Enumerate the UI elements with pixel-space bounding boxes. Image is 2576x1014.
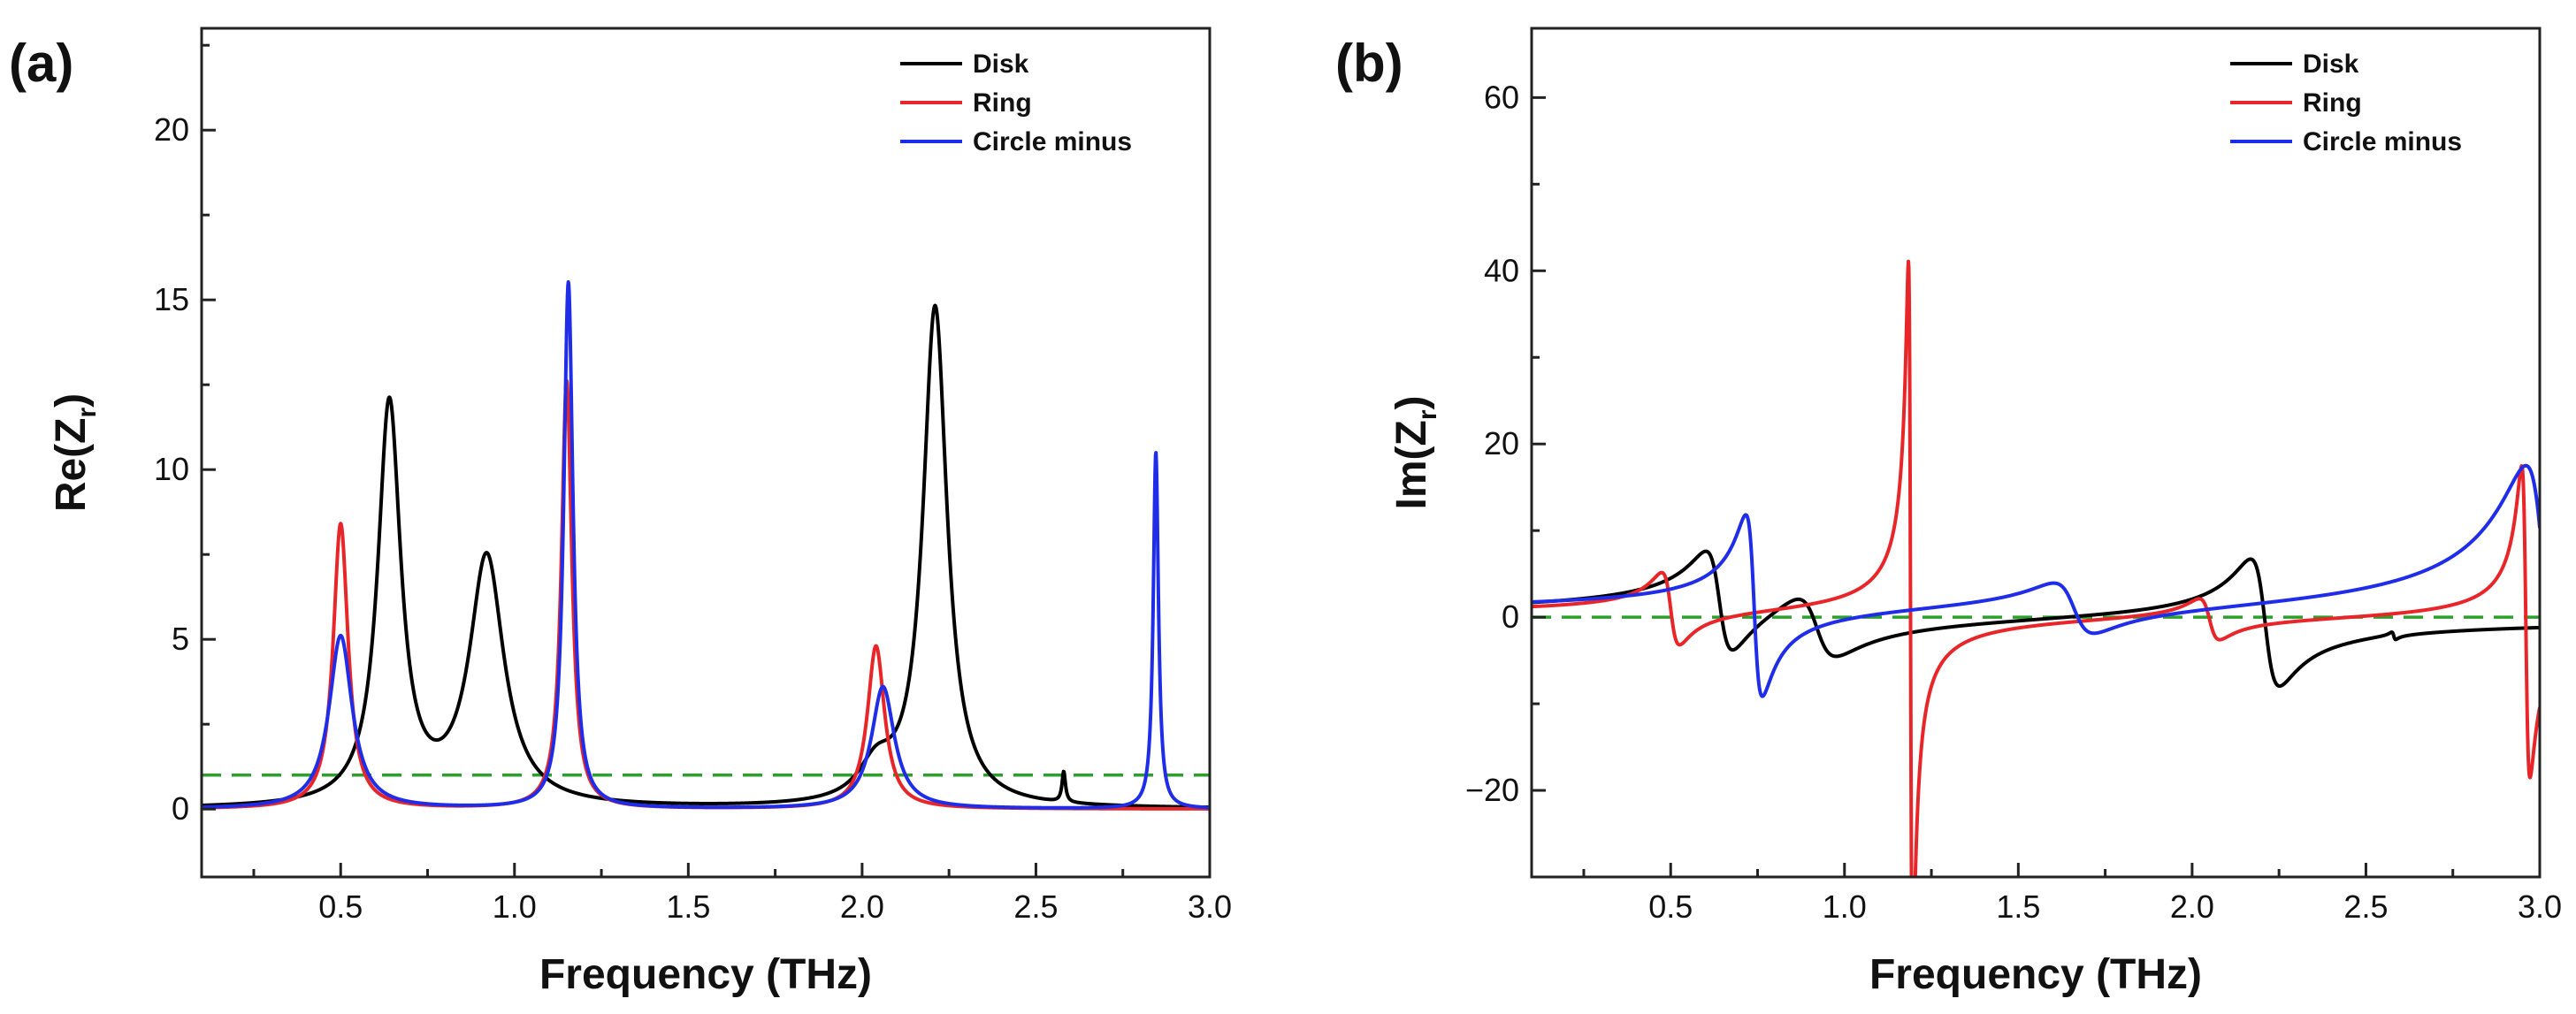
panel-b-legend-label: Circle minus: [2303, 127, 2462, 156]
panel-a-series-disk: [202, 303, 1210, 810]
panel-b-label: (b): [1335, 34, 1403, 93]
panel-a-ytick-label: 15: [154, 281, 189, 317]
panel-a-xtick-label: 1.0: [493, 888, 537, 925]
panel-b-ytick-label: 20: [1484, 425, 1519, 461]
panel-a-xtick-label: 0.5: [318, 888, 363, 925]
panel-b-xtick-label: 1.0: [1823, 888, 1867, 925]
panel-b-ytick-label: 0: [1502, 598, 1519, 635]
panel-b-ytick-label: −20: [1465, 772, 1519, 808]
panel-a-legend-label: Circle minus: [973, 127, 1132, 156]
panel-b-xtick-label: 3.0: [2518, 888, 2562, 925]
panel-a-ytick-label: 0: [172, 790, 189, 827]
panel-b-ytick-label: 60: [1484, 79, 1519, 115]
panel-a-label: (a): [9, 34, 73, 93]
panel-b: (b) 0.5 1.0 1.5 2.0 2.5 3.0 −20 0 20 40 60 Freque…: [1335, 27, 2562, 998]
panel-b-series-disk: [1532, 549, 2540, 689]
panel-b-legend: Disk Ring Circle minus: [2230, 50, 2462, 156]
panel-a-ytick-label: 20: [154, 111, 189, 148]
panel-a-ytick-label: 5: [172, 621, 189, 657]
panel-a-legend-label: Ring: [973, 88, 1032, 118]
panel-a-ytick-label: 10: [154, 451, 189, 487]
panel-b-ylabel: Im(Zr): [1388, 396, 1442, 510]
panel-a-xtick-label: 2.0: [840, 888, 884, 925]
panel-b-ylabel-sub: r: [1413, 409, 1442, 420]
panel-b-xtick-label: 1.5: [1996, 888, 2040, 925]
panel-b-xtick-label: 2.0: [2170, 888, 2214, 925]
panel-a-ylabel-sub: r: [73, 408, 102, 418]
panel-a-legend: Disk Ring Circle minus: [900, 50, 1132, 156]
panel-a-legend-label: Disk: [973, 50, 1029, 79]
panel-a-frame: [200, 27, 1212, 879]
panel-a-xtick-label: 3.0: [1188, 888, 1232, 925]
panel-a-series-circle-minus: [202, 280, 1210, 810]
panel-b-legend-label: Ring: [2303, 88, 2362, 118]
panel-a-xtick-label: 2.5: [1013, 888, 1058, 925]
panel-a-xtick-label: 1.5: [666, 888, 710, 925]
panel-b-xtick-label: 2.5: [2343, 888, 2388, 925]
panel-b-xlabel: Frequency (THz): [1869, 951, 2202, 998]
panel-b-series-circle-minus: [1532, 463, 2540, 698]
panel-b-series-ring: [1532, 259, 2540, 877]
panel-b-ytick-label: 40: [1484, 252, 1519, 288]
panel-b-legend-label: Disk: [2303, 50, 2359, 79]
panel-a: (a) 0.5 1.0 1.5 2.0 2.5 3.0 0 5 10 15 20 Frequenc…: [9, 27, 1232, 998]
panel-a-ylabel: Re(Zr): [48, 393, 102, 512]
panel-a-xlabel: Frequency (THz): [539, 951, 872, 998]
panel-b-xtick-label: 0.5: [1648, 888, 1693, 925]
panel-b-frame: [1530, 27, 2542, 879]
